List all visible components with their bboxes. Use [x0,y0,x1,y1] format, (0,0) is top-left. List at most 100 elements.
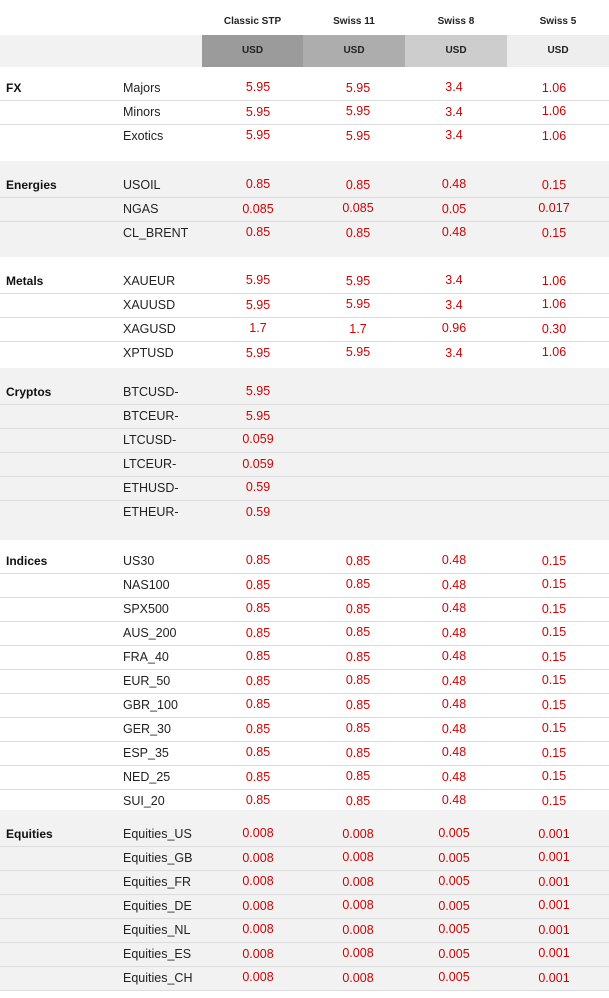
commission-value: 0.48 [441,225,467,239]
commission-value: 3.4 [445,105,463,119]
instrument-name: SUI_20 [123,794,165,808]
commission-value: 0.85 [245,793,271,807]
commission-value: 0.008 [242,826,274,840]
commission-value: 0.008 [342,971,374,985]
commission-value: 0.85 [245,225,271,239]
commission-value: 0.85 [345,746,371,760]
commission-value: 0.008 [242,970,274,984]
table-row: LTCUSD- 0.059 [0,428,609,453]
commission-value: 1.06 [541,104,567,118]
commission-value: 1.06 [541,345,567,359]
table-row: FX Majors 5.95 5.95 3.4 1.06 [0,76,609,101]
category-label: Metals [6,274,44,288]
category-label: FX [6,81,22,95]
table-row: NGAS 0.085 0.085 0.05 0.017 [0,197,609,222]
commission-value: 3.4 [445,298,463,312]
commission-value: 0.005 [438,947,470,961]
commission-value: 0.15 [541,769,567,783]
category-label: Energies [6,178,57,192]
table-row: Minors 5.95 5.95 3.4 1.06 [0,100,609,125]
instrument-name: XAUUSD [123,298,176,312]
commission-value: 0.005 [438,874,470,888]
commission-value: 1.7 [249,321,267,335]
table-row: Equities_FR 0.008 0.008 0.005 0.001 [0,870,609,895]
commission-value: 0.15 [541,650,567,664]
commission-value: 5.95 [345,345,371,359]
commission-value: 5.95 [345,297,371,311]
commission-value: 0.48 [441,770,467,784]
instrument-name: AUS_200 [123,626,177,640]
commission-value: 0.85 [345,794,371,808]
table-row: LTCEUR- 0.059 [0,452,609,477]
table-row: SUI_20 0.85 0.85 0.48 0.15 [0,789,609,813]
instrument-name: LTCEUR- [123,457,177,471]
commission-value: 0.001 [538,923,570,937]
commission-value: 5.95 [245,128,271,142]
commission-value: 0.48 [441,177,467,191]
commission-value: 0.008 [342,850,374,864]
instrument-name: BTCUSD- [123,385,179,399]
commission-value: 0.48 [441,578,467,592]
instrument-name: GER_30 [123,722,171,736]
table-row: Equities Equities_US 0.008 0.008 0.005 0.001 [0,822,609,847]
table-row: NED_25 0.85 0.85 0.48 0.15 [0,765,609,790]
commission-value: 1.06 [541,297,567,311]
instrument-name: US30 [123,554,155,568]
commission-value: 0.15 [541,698,567,712]
commission-value: 0.008 [242,922,274,936]
commission-value: 5.95 [245,105,271,119]
instrument-name: Equities_GB [123,851,193,865]
commission-value: 0.005 [438,851,470,865]
commission-value: 3.4 [445,80,463,94]
instrument-name: Equities_CH [123,971,193,985]
column-name: Swiss 5 [539,16,577,27]
commission-value: 0.85 [245,674,271,688]
commission-value: 0.008 [342,946,374,960]
commission-value: 0.85 [245,745,271,759]
commission-value: 0.15 [541,226,567,240]
commission-value: 0.85 [345,625,371,639]
commission-value: 0.001 [538,946,570,960]
table-row: NAS100 0.85 0.85 0.48 0.15 [0,573,609,598]
currency-header: USD [405,35,507,67]
instrument-name: Equities_DE [123,899,192,913]
currency-header: USD [303,35,405,67]
commission-value: 0.001 [538,827,570,841]
instrument-name: Equities_NL [123,923,191,937]
commission-value: 0.85 [245,770,271,784]
instrument-name: ETHUSD- [123,481,179,495]
column-name: Swiss 8 [437,16,475,27]
table-row: Equities_DE 0.008 0.008 0.005 0.001 [0,894,609,919]
commission-value: 0.008 [242,947,274,961]
commission-value: 0.059 [242,432,274,446]
commission-value: 0.001 [538,971,570,985]
currency-header: USD [507,35,609,67]
section-band [0,161,609,257]
commission-value: 0.005 [438,899,470,913]
table-row: Metals XAUEUR 5.95 5.95 3.4 1.06 [0,269,609,294]
instrument-name: SPX500 [123,602,169,616]
commission-value: 0.85 [345,602,371,616]
instrument-name: LTCUSD- [123,433,177,447]
table-row: GBR_100 0.85 0.85 0.48 0.15 [0,693,609,718]
commission-value: 0.85 [345,226,371,240]
commission-value: 0.48 [441,553,467,567]
commission-value: 0.085 [242,202,274,216]
instrument-name: NGAS [123,202,159,216]
instrument-name: XPTUSD [123,346,174,360]
commission-value: 0.15 [541,673,567,687]
commission-value: 5.95 [345,104,371,118]
commission-value: 0.48 [441,601,467,615]
column-name: Swiss 11 [333,16,375,27]
table-row: BTCEUR- 5.95 [0,404,609,429]
commission-value: 3.4 [445,346,463,360]
commission-value: 1.06 [541,274,567,288]
instrument-name: Equities_US [123,827,192,841]
commission-value: 0.85 [245,578,271,592]
commission-value: 0.85 [245,626,271,640]
instrument-name: BTCEUR- [123,409,179,423]
category-label: Indices [6,554,48,568]
commission-value: 0.85 [345,577,371,591]
commission-value: 0.85 [245,722,271,736]
instrument-name: Equities_ES [123,947,192,961]
